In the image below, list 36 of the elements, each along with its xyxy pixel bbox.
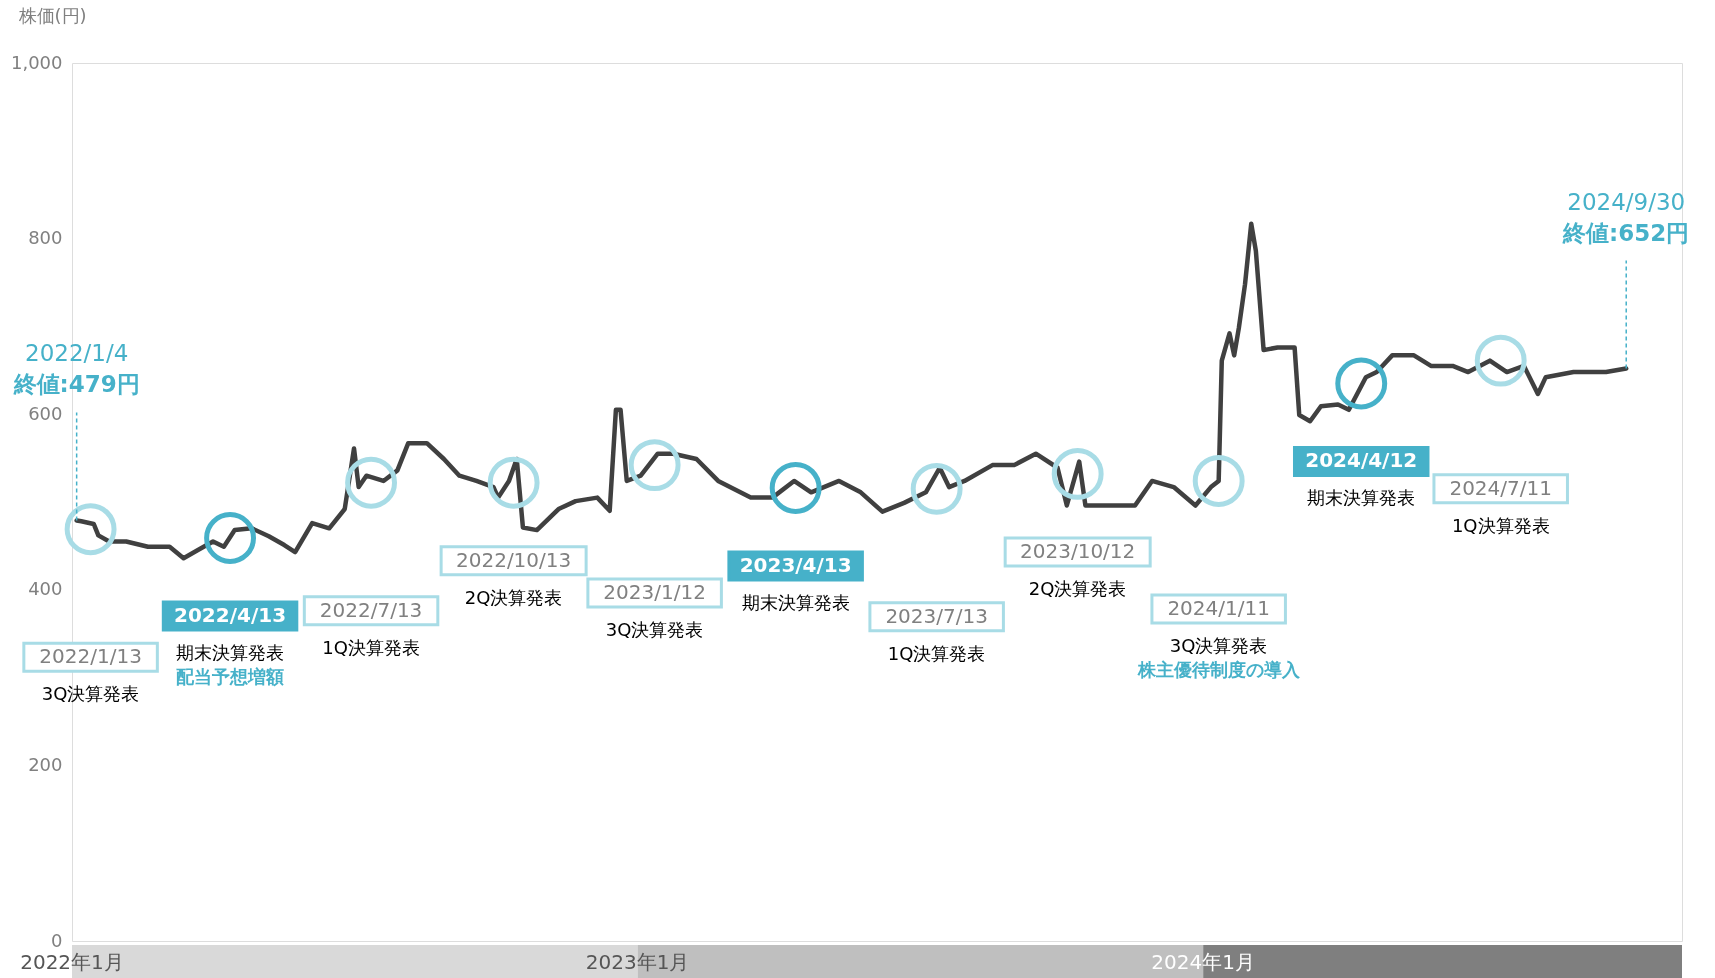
y-axis-title: 株価(円) (17, 4, 87, 26)
annotation: 2024/7/11 1Q決算発表 (1449, 475, 1552, 536)
annotation: 2022/10/13 2Q決算発表 (455, 547, 572, 608)
annotation: 2024/1/11 3Q決算発表 (1167, 595, 1270, 656)
annotation: 株主優待制度の導入 (1136, 658, 1301, 680)
x-tick-label: 2022年1月 (20, 950, 124, 974)
annotation: 2024/9/30 終値:652円 (1562, 188, 1690, 246)
x-tick-label: 2023年1月 (585, 950, 690, 974)
annotation: 2022/4/13 期末決算発表 (174, 603, 287, 663)
annotation: 2023/1/12 3Q決算発表 (603, 580, 706, 641)
point (1192, 455, 1245, 507)
point (769, 462, 822, 514)
annotation: 2022/1/13 3Q決算発表 (39, 644, 142, 705)
point (1474, 334, 1527, 387)
y-tick-label: 600 (28, 402, 63, 424)
point (1335, 357, 1388, 410)
annotation: 2022/1/4 終値:479円 (12, 340, 140, 398)
x-tick-label: 2024年1月 (1151, 950, 1255, 974)
point (64, 503, 117, 556)
point (204, 512, 257, 564)
annotation: 2023/10/12 2Q決算発表 (1020, 538, 1136, 599)
annotation: 2023/7/13 1Q決算発表 (885, 603, 988, 664)
annotation: 2024/4/12 期末決算発表 (1305, 448, 1418, 509)
y-tick-label: 400 (28, 578, 63, 600)
y-tick-label: 1,000 (10, 51, 63, 73)
point (628, 439, 681, 492)
annotation: 配当予想増額 (176, 666, 285, 687)
annotation: 2023/4/13 期末決算発表 (739, 552, 852, 613)
point (910, 462, 963, 515)
point (345, 456, 398, 509)
point (1051, 448, 1104, 500)
annotation: 2022/7/13 1Q決算発表 (319, 597, 423, 658)
point (487, 456, 540, 509)
y-tick-label: 0 (51, 929, 63, 951)
y-tick-label: 800 (28, 227, 63, 249)
y-tick-label: 200 (28, 753, 63, 775)
